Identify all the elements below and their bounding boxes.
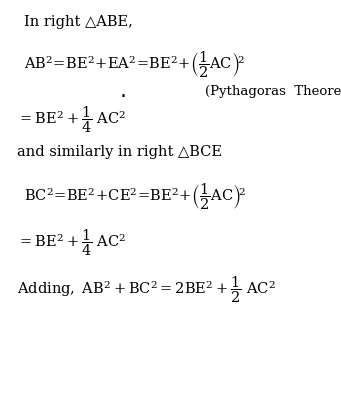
Text: $\mathrm{= BE^2 + \dfrac{1}{4}\ AC^2}$: $\mathrm{= BE^2 + \dfrac{1}{4}\ AC^2}$ xyxy=(17,104,126,135)
Text: (Pythagoras  Theorem): (Pythagoras Theorem) xyxy=(205,85,341,98)
Text: $\mathrm{Adding,\ AB^2 + BC^2 = 2BE^2 + \dfrac{1}{2}\ AC^2}$: $\mathrm{Adding,\ AB^2 + BC^2 = 2BE^2 + … xyxy=(17,274,276,305)
Text: $\mathrm{AB^2\!=\!BE^2\!+\!EA^2\!=\!BE^2\!+\!\left(\dfrac{1}{2}AC\right)^{\!2}}$: $\mathrm{AB^2\!=\!BE^2\!+\!EA^2\!=\!BE^2… xyxy=(24,49,245,80)
Text: .: . xyxy=(119,81,127,101)
Text: In right △ABE,: In right △ABE, xyxy=(24,15,133,29)
Text: $\mathrm{BC^2\!=\!BE^2\!+\!CE^2\!=\!BE^2\!+\!\left(\dfrac{1}{2}AC\right)^{\!2}}$: $\mathrm{BC^2\!=\!BE^2\!+\!CE^2\!=\!BE^2… xyxy=(24,181,247,212)
Text: and similarly in right △BCE: and similarly in right △BCE xyxy=(17,145,222,159)
Text: $\mathrm{= BE^2 + \dfrac{1}{4}\ AC^2}$: $\mathrm{= BE^2 + \dfrac{1}{4}\ AC^2}$ xyxy=(17,228,126,258)
